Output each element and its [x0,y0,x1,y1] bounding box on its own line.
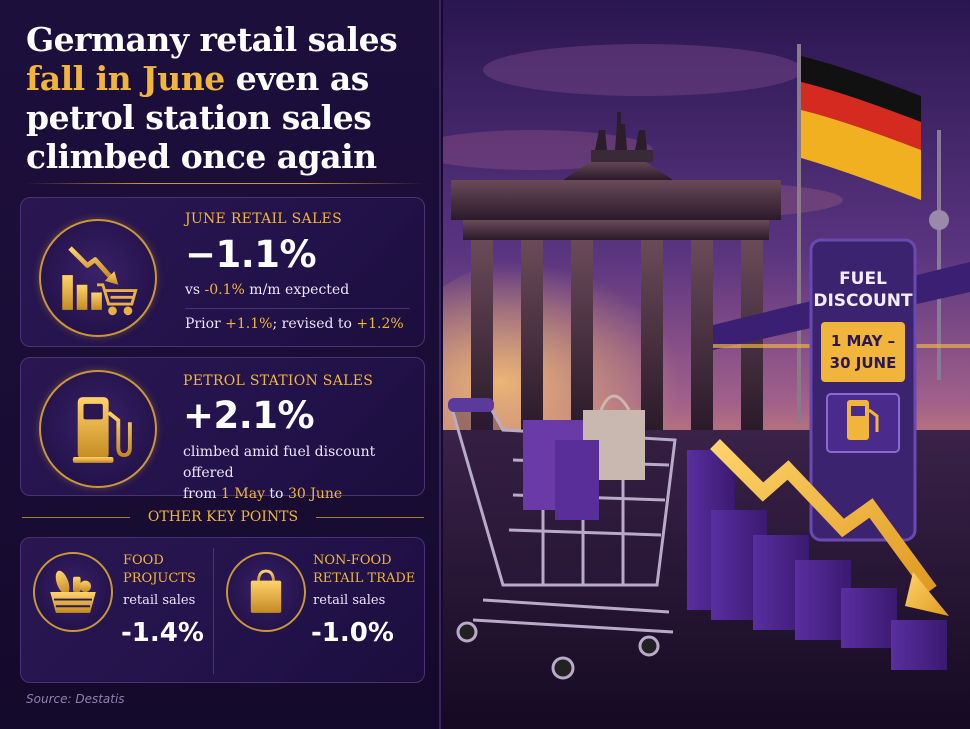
other-key-points-title: OTHER KEY POINTS [147,509,299,525]
petrol-label: PETROL STATION SALES [183,373,374,389]
petrol-value: +2.1% [183,394,315,437]
june-retail-label: JUNE RETAIL SALES [185,211,342,227]
expected-value: -0.1% [204,282,245,298]
illustration: FUEL DISCOUNT 1 MAY – 30 JUNE [443,0,970,729]
declining-bars [687,450,947,670]
prior-value: +1.1% [225,316,273,332]
fuel-discount-sign [809,238,917,542]
petrol-description: climbed amid fuel discount offered from … [183,444,376,502]
food-products-sub: retail sales [123,593,196,608]
fuel-pump-icon [39,370,157,488]
food-products-value: -1.4% [121,618,204,648]
food-products-label: FOOD PROJUCTS [123,553,196,586]
non-food-sub: retail sales [313,593,386,608]
petrol-station-card: PETROL STATION SALES +2.1% climbed amid … [20,357,425,502]
headline-line-1: Germany retail sales [26,20,398,59]
source-note: Source: Destatis [26,692,125,706]
headline-divider [26,183,424,184]
fuel-sign-dates: 1 MAY – 30 JUNE [829,332,897,372]
non-food-value: -1.0% [311,618,394,648]
shopping-bag-icon [226,552,306,632]
down-arrow-icon [710,439,937,595]
june-retail-card: JUNE RETAIL SALES −1.1% vs -0.1% m/m exp… [20,197,425,347]
other-key-points-heading: OTHER KEY POINTS [22,507,424,529]
other-key-points-card: FOOD PROJUCTS retail sales -1.4% NON-FOO… [20,537,425,683]
headline: Germany retail sales fall in June even a… [26,20,426,176]
non-food-label: NON-FOOD RETAIL TRADE [313,553,416,586]
june-retail-value: −1.1% [185,233,317,276]
card-divider [185,308,410,309]
fuel-sign-title: FUEL DISCOUNT [813,269,913,311]
brandenburg-gate [451,112,781,430]
shopping-cart-icon [97,283,138,316]
german-flag-icon [801,56,921,200]
june-retail-expected: vs -0.1% m/m expected [185,282,350,298]
headline-line-4: climbed once again [26,137,377,176]
headline-line-3: petrol station sales [26,98,372,137]
revised-value: +1.2% [356,316,404,332]
headline-highlight: fall in June [26,59,225,98]
key-points-divider [213,548,214,674]
headline-line-2: even as [224,59,370,98]
down-trend-chart-icon [39,219,157,337]
info-panel: Germany retail sales fall in June even a… [0,0,441,729]
food-basket-icon [33,552,113,632]
june-retail-prior: Prior +1.1%; revised to +1.2% [185,316,404,332]
